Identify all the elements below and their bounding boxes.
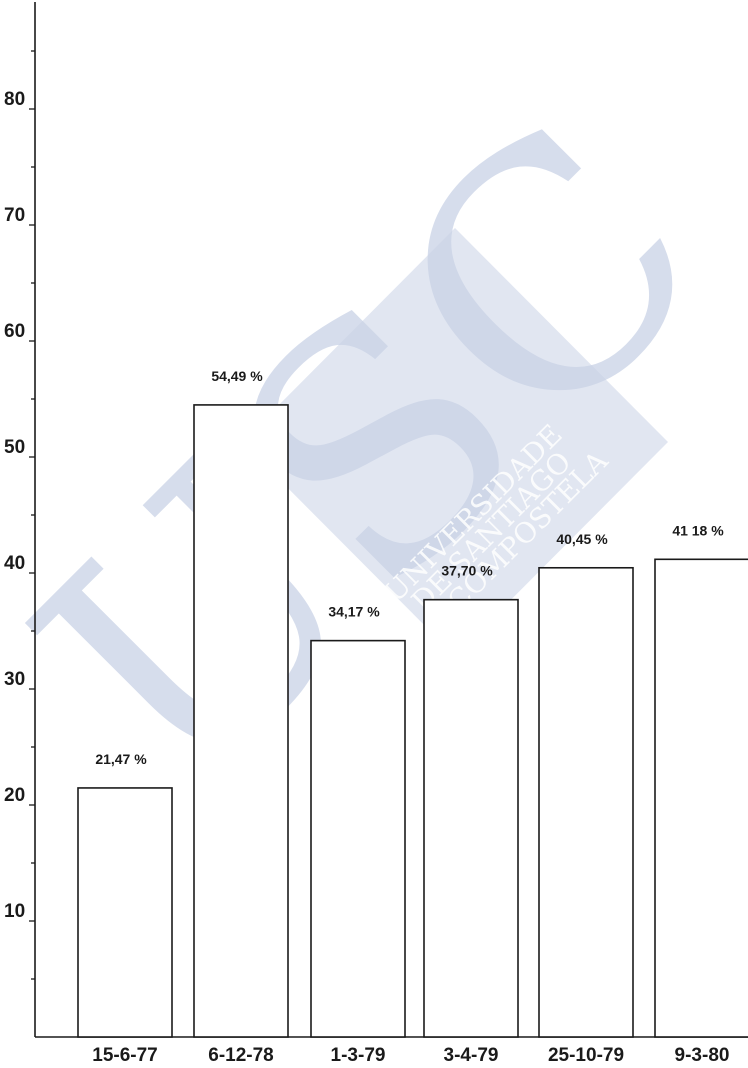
x-tick-label: 1-3-79	[331, 1045, 386, 1066]
bar	[654, 558, 748, 1038]
bar	[193, 404, 289, 1038]
y-tick-label: 30	[4, 669, 25, 690]
bar-value-label: 34,17 %	[328, 604, 380, 620]
x-tick-label: 25-10-79	[548, 1045, 624, 1066]
bar-value-label: 21,47 %	[95, 751, 147, 767]
watermark-diamond	[242, 228, 668, 656]
y-tick-label: 10	[4, 901, 25, 922]
x-tick-label: 9-3-80	[675, 1045, 730, 1066]
labels: 21,47 % 15-6-77 54,49 % 6-12-78 34,17 % 1-3-7…	[92, 368, 729, 1066]
bar-value-label: 54,49 %	[211, 368, 263, 384]
y-tick-label: 50	[4, 437, 25, 458]
bar	[77, 787, 173, 1038]
bar-value-label: 40,45 %	[556, 531, 608, 547]
bar-value-label: 41 18 %	[672, 522, 724, 538]
y-tick-label: 40	[4, 553, 25, 574]
x-tick-label: 15-6-77	[92, 1045, 158, 1066]
y-tick-label: 70	[4, 205, 25, 226]
bar	[310, 639, 406, 1038]
x-tick-label: 3-4-79	[444, 1045, 499, 1066]
y-tick-label: 60	[4, 321, 25, 342]
bars	[77, 404, 748, 1038]
bar-value-label: 37,70 %	[441, 563, 493, 579]
bar	[423, 598, 519, 1038]
y-tick-label: 80	[4, 89, 25, 110]
bar	[538, 566, 634, 1038]
y-tick-label: 20	[4, 785, 25, 806]
x-tick-label: 6-12-78	[208, 1045, 274, 1066]
